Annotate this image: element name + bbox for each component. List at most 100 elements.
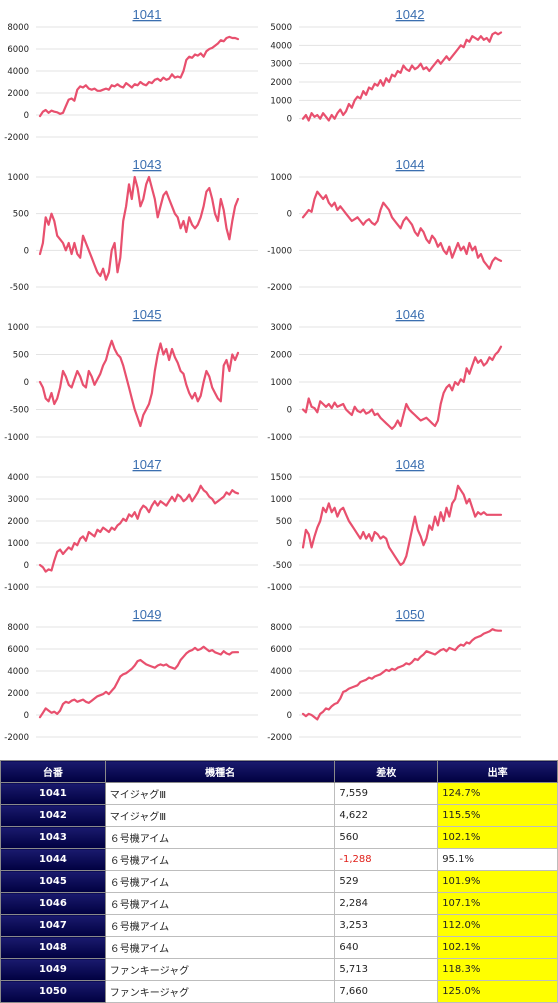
diff-cell: 640	[334, 936, 439, 959]
machine-number-cell: 1050	[0, 980, 106, 1003]
y-tick-label: 0	[24, 711, 29, 721]
chart-title-link[interactable]: 1046	[396, 307, 425, 322]
series-line	[301, 484, 503, 567]
table-row: 1041 マイジャグⅢ 7,559 124.7%	[0, 782, 558, 805]
y-tick-label: -1000	[267, 246, 292, 256]
y-tick-label: 3000	[270, 323, 292, 333]
chart-title-link[interactable]: 1049	[133, 607, 162, 622]
chart-svg: 1050 -2000 0 2000 4000 6000 8000	[267, 607, 521, 743]
y-tick-label: 6000	[270, 645, 292, 655]
y-tick-label: 8000	[270, 623, 292, 633]
y-tick-label: 1000	[7, 173, 29, 183]
table-row: 1045 ６号機アイム 529 101.9%	[0, 870, 558, 893]
chart-title-link[interactable]: 1042	[396, 7, 425, 22]
y-tick-label: -500	[10, 406, 29, 416]
y-tick-label: -1000	[4, 433, 29, 443]
diff-cell: 7,660	[334, 980, 439, 1003]
machine-name-cell: ６号機アイム	[104, 848, 336, 871]
chart-svg: 1049 -2000 0 2000 4000 6000 8000	[4, 607, 258, 743]
chart-title-link[interactable]: 1048	[396, 457, 425, 472]
payout-rate-cell: 124.7%	[437, 782, 558, 805]
machine-number-cell: 1043	[0, 826, 106, 849]
machine-name-cell: ６号機アイム	[104, 892, 336, 915]
chart-title-link[interactable]: 1043	[133, 157, 162, 172]
diff-cell: 560	[334, 826, 439, 849]
chart-title-link[interactable]: 1045	[133, 307, 162, 322]
series-line	[38, 484, 240, 573]
chart-1046: 1046 -1000 0 1000 2000 3000	[263, 302, 533, 450]
machine-number-cell: 1044	[0, 848, 106, 871]
y-tick-label: 1000	[270, 378, 292, 388]
series-line	[38, 339, 240, 428]
series-line	[301, 345, 503, 430]
chart-title-link[interactable]: 1041	[133, 7, 162, 22]
y-tick-label: 0	[24, 378, 29, 388]
diff-cell: 3,253	[334, 914, 439, 937]
chart-svg: 1042 0 1000 2000 3000 4000 5000	[270, 7, 521, 125]
y-tick-label: 500	[13, 210, 29, 220]
payout-rate-cell: 107.1%	[437, 892, 558, 915]
y-tick-label: 1000	[7, 539, 29, 549]
machine-name-cell: マイジャグⅢ	[104, 782, 336, 805]
y-tick-label: 2000	[270, 689, 292, 699]
table-row: 1044 ６号機アイム -1,288 95.1%	[0, 848, 558, 871]
y-tick-label: 0	[24, 111, 29, 121]
diff-cell: 2,284	[334, 892, 439, 915]
series-line	[301, 31, 503, 122]
table-row: 1050 ファンキージャグ 7,660 125.0%	[0, 980, 558, 1003]
diff-cell: -1,288	[334, 848, 439, 871]
y-tick-label: 0	[24, 561, 29, 571]
chart-1044: 1044 -2000 -1000 0 1000	[263, 152, 533, 300]
y-tick-label: -1000	[267, 583, 292, 593]
y-tick-label: -2000	[4, 733, 29, 743]
machine-number-cell: 1047	[0, 914, 106, 937]
payout-rate-cell: 112.0%	[437, 914, 558, 937]
diff-cell: 4,622	[334, 804, 439, 827]
machine-name-cell: ６号機アイム	[104, 870, 336, 893]
y-tick-label: -2000	[267, 283, 292, 293]
table-body: 1041 マイジャグⅢ 7,559 124.7% 1042 マイジャグⅢ 4,622 115.…	[0, 782, 558, 1003]
chart-svg: 1046 -1000 0 1000 2000 3000	[267, 307, 521, 443]
header-machine-name: 機種名	[104, 760, 336, 783]
y-tick-label: 3000	[7, 495, 29, 505]
series-line	[301, 628, 503, 721]
y-tick-label: 8000	[7, 23, 29, 33]
y-tick-label: -500	[273, 561, 292, 571]
y-tick-label: 4000	[7, 667, 29, 677]
results-table: 台番 機種名 差枚 出率 1041 マイジャグⅢ 7,559 124.7% 1042 マイ…	[0, 760, 558, 1003]
charts-grid: 1041 -2000 0 2000 4000 6000 8000 1042 0 1000 2000 3…	[0, 7, 533, 743]
chart-1047: 1047 -1000 0 1000 2000 3000 4000	[0, 452, 270, 600]
y-tick-label: 4000	[270, 667, 292, 677]
machine-name-cell: ファンキージャグ	[104, 958, 336, 981]
machine-number-cell: 1048	[0, 936, 106, 959]
machine-name-cell: ６号機アイム	[104, 826, 336, 849]
table-row: 1048 ６号機アイム 640 102.1%	[0, 936, 558, 959]
y-tick-label: -2000	[4, 133, 29, 143]
y-tick-label: 3000	[270, 60, 292, 70]
y-tick-label: 4000	[7, 67, 29, 77]
chart-title-link[interactable]: 1047	[133, 457, 162, 472]
y-tick-label: 500	[13, 351, 29, 361]
chart-svg: 1044 -2000 -1000 0 1000	[267, 157, 521, 293]
header-payout-rate: 出率	[437, 760, 558, 783]
y-tick-label: -500	[10, 283, 29, 293]
payout-rate-cell: 101.9%	[437, 870, 558, 893]
series-line	[38, 175, 240, 281]
chart-title-link[interactable]: 1050	[396, 607, 425, 622]
y-tick-label: 0	[287, 539, 292, 549]
y-tick-label: 6000	[7, 645, 29, 655]
table-row: 1043 ６号機アイム 560 102.1%	[0, 826, 558, 849]
chart-title-link[interactable]: 1044	[396, 157, 425, 172]
y-tick-label: 0	[24, 246, 29, 256]
series-line	[301, 190, 503, 270]
y-tick-label: 1500	[270, 473, 292, 483]
y-tick-label: 2000	[270, 351, 292, 361]
chart-svg: 1041 -2000 0 2000 4000 6000 8000	[4, 7, 258, 143]
y-tick-label: 1000	[7, 323, 29, 333]
header-diff: 差枚	[334, 760, 439, 783]
series-line	[38, 35, 240, 118]
y-tick-label: 4000	[270, 41, 292, 51]
chart-svg: 1043 -500 0 500 1000	[7, 157, 258, 293]
y-tick-label: 2000	[7, 689, 29, 699]
table-header-row: 台番 機種名 差枚 出率	[0, 760, 558, 783]
